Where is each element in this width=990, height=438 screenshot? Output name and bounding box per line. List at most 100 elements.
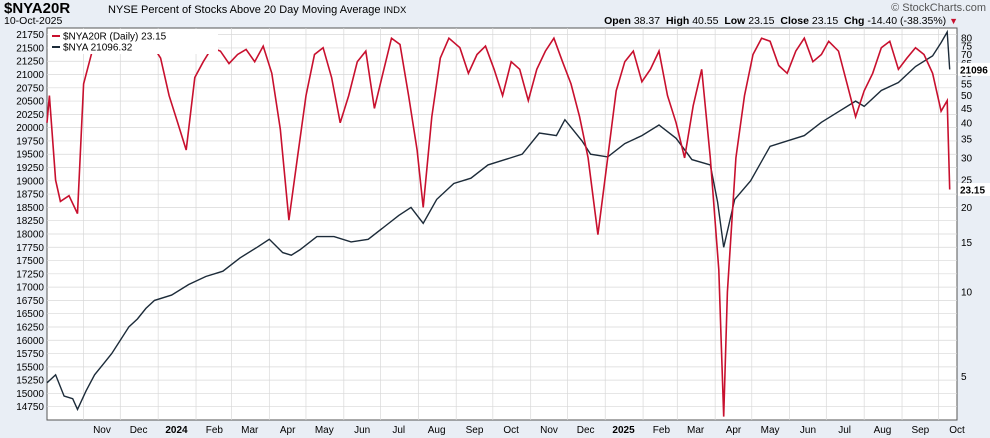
right-tick-label: 5 (961, 372, 967, 383)
left-tick-label: 16500 (16, 309, 44, 320)
pct-badge-bg (958, 183, 990, 197)
high-value: 40.55 (692, 15, 719, 27)
x-tick-label: Feb (653, 425, 671, 436)
x-tick-label: Nov (93, 425, 111, 436)
left-tick-label: 17000 (16, 283, 44, 294)
chart-title: NYSE Percent of Stocks Above 20 Day Movi… (108, 4, 406, 16)
left-tick-label: 16250 (16, 322, 44, 333)
x-tick-label: Mar (241, 425, 259, 436)
open-label: Open (604, 15, 631, 27)
x-tick-label: Aug (428, 425, 446, 436)
right-tick-label: 40 (961, 118, 973, 129)
x-tick-label: May (315, 425, 334, 436)
credit-text[interactable]: © StockCharts.com (891, 2, 986, 14)
left-tick-label: 18750 (16, 190, 44, 201)
left-tick-label: 21500 (16, 43, 44, 54)
left-tick-label: 19500 (16, 150, 44, 161)
left-tick-label: 18250 (16, 216, 44, 227)
left-tick-label: 21000 (16, 70, 44, 81)
exchange-label: INDX (383, 5, 407, 16)
left-tick-label: 17500 (16, 256, 44, 267)
left-tick-label: 16750 (16, 296, 44, 307)
right-tick-label: 50 (961, 91, 973, 102)
x-tick-label: Jul (392, 425, 405, 436)
x-axis: Nov Dec 2024 Feb Mar Apr May Jun Jul Aug Sep Oct Nov… (93, 425, 965, 436)
low-value: 23.15 (748, 15, 775, 27)
right-tick-label: 75 (961, 42, 973, 53)
right-tick-label: 15 (961, 238, 973, 249)
left-tick-label: 21250 (16, 57, 44, 68)
left-tick-label: 20250 (16, 110, 44, 121)
legend-pct: $NYA20R (Daily) 23.15 (63, 32, 167, 43)
pct-series-line (46, 31, 951, 417)
x-tick-label: Dec (130, 425, 148, 436)
left-tick-label: 19750 (16, 136, 44, 147)
right-axis: 5101520253035404550556065707580 (961, 34, 973, 383)
left-tick-label: 14750 (16, 402, 44, 413)
close-value: 23.15 (811, 15, 839, 27)
right-tick-label: 80 (961, 34, 973, 45)
left-tick-label: 19250 (16, 163, 44, 174)
chart-symbol: $NYA20R (4, 0, 71, 17)
nya-series-line (46, 29, 951, 412)
right-tick-label: 55 (961, 79, 973, 90)
right-tick-label: 20 (961, 203, 973, 214)
low-label: Low (724, 15, 746, 27)
x-tick-label: Sep (911, 425, 929, 436)
legend-bg (48, 29, 218, 54)
chart-date: 10-Oct-2025 (4, 15, 63, 27)
x-tick-label: Aug (874, 425, 892, 436)
x-tick-label: 2025 (612, 425, 635, 436)
left-tick-label: 20500 (16, 97, 44, 108)
right-tick-label: 35 (961, 135, 973, 146)
x-tick-label: Oct (949, 425, 965, 436)
x-tick-label: Dec (577, 425, 595, 436)
open-value: 38.37 (633, 15, 661, 27)
right-tick-label: 25 (961, 176, 973, 187)
chart-legend: $NYA20R (Daily) 23.15 $NYA 21096.32 (48, 29, 218, 54)
x-tick-label: Feb (206, 425, 224, 436)
x-tick-label: 2024 (165, 425, 188, 436)
left-tick-label: 18000 (16, 229, 44, 240)
x-tick-label: Jun (354, 425, 370, 436)
right-tick-label: 10 (961, 287, 973, 298)
x-tick-label: Oct (503, 425, 519, 436)
x-tick-label: Apr (280, 425, 296, 436)
x-tick-label: Jul (838, 425, 851, 436)
right-tick-label: 30 (961, 153, 973, 164)
left-tick-label: 15250 (16, 376, 44, 387)
left-tick-label: 15500 (16, 362, 44, 373)
plot-area (46, 27, 958, 421)
pct-badge-text: 23.15 (960, 186, 985, 197)
x-tick-label: Sep (466, 425, 484, 436)
ohlc-readout: Open 38.37 High 40.55 Low 23.15 Close 23… (604, 15, 958, 27)
left-axis: 14750 15000 15250 15500 15750 16000 16250 16500… (16, 30, 44, 413)
right-tick-label: 45 (961, 104, 973, 115)
left-tick-label: 20750 (16, 83, 44, 94)
chg-label: Chg (844, 15, 865, 27)
down-arrow-icon: ▼ (949, 16, 958, 26)
right-tick-label: 70 (961, 50, 973, 61)
grid-lines (47, 28, 957, 420)
indicator-name: NYSE Percent of Stocks Above 20 Day Movi… (108, 4, 381, 16)
x-tick-label: Apr (726, 425, 742, 436)
x-tick-label: Jun (800, 425, 816, 436)
left-tick-label: 20000 (16, 123, 44, 134)
high-label: High (665, 15, 690, 27)
left-tick-label: 16000 (16, 336, 44, 347)
nya-badge-bg (958, 62, 990, 76)
x-tick-label: Nov (540, 425, 558, 436)
x-tick-label: May (761, 425, 780, 436)
left-tick-label: 17750 (16, 243, 44, 254)
value-badges: 21096 23.15 (958, 62, 990, 197)
left-tick-label: 21750 (16, 30, 44, 41)
left-tick-label: 18500 (16, 203, 44, 214)
left-tick-label: 15000 (16, 389, 44, 400)
left-tick-label: 15750 (16, 349, 44, 360)
legend-nya: $NYA 21096.32 (63, 43, 133, 54)
nya-badge-text: 21096 (960, 65, 988, 76)
x-tick-label: Mar (687, 425, 705, 436)
chg-value: -14.40 (-38.35%) (867, 15, 947, 27)
left-tick-label: 19000 (16, 176, 44, 187)
